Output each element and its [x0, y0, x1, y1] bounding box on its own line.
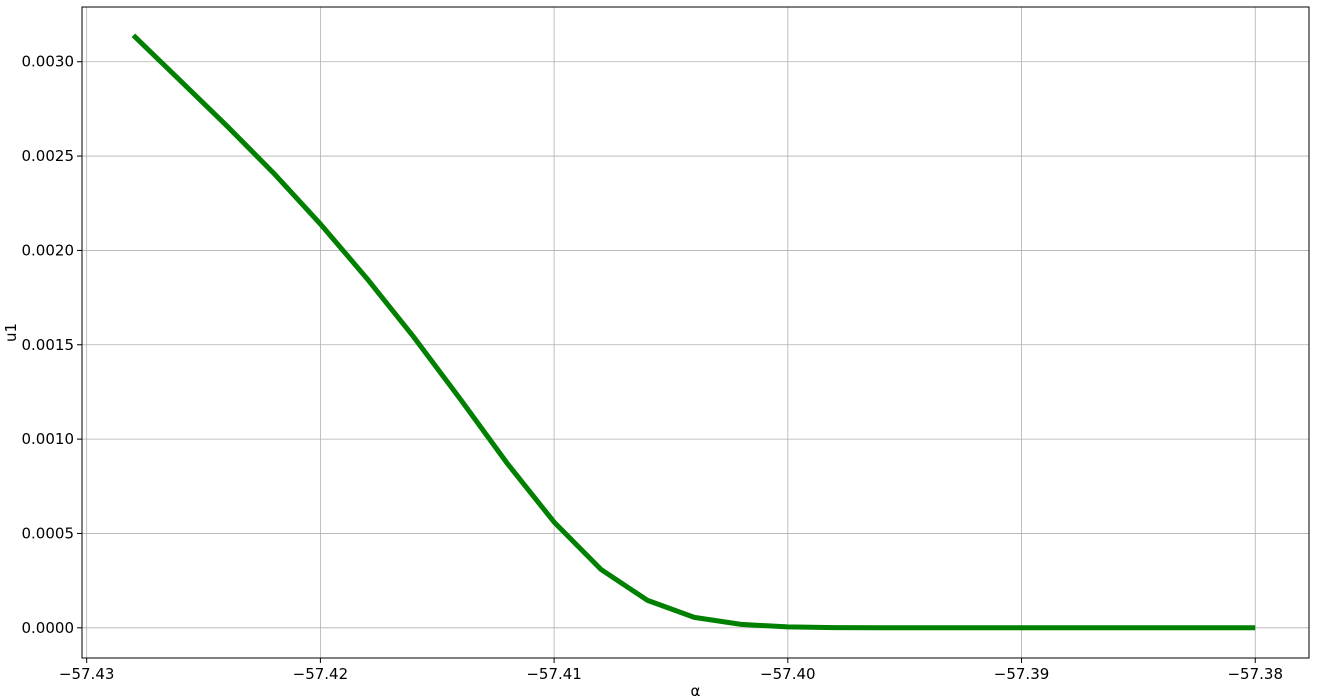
y-tick-label: 0.0025: [22, 147, 75, 165]
x-tick-label: −57.39: [994, 665, 1050, 683]
x-tick-label: −57.41: [526, 665, 582, 683]
y-tick-label: 0.0000: [22, 619, 75, 637]
series-layer: [131, 33, 1256, 631]
x-tick-label: −57.38: [1227, 665, 1283, 683]
y-tick-label: 0.0005: [22, 524, 75, 542]
x-axis-ticks: −57.43 −57.42 −57.41 −57.40 −57.39 −57.38: [59, 658, 1283, 683]
y-tick-label: 0.0030: [22, 53, 75, 71]
series-line: [131, 33, 1256, 631]
x-tick-label: −57.40: [760, 665, 816, 683]
y-tick-label: 0.0010: [22, 430, 75, 448]
y-axis-label: u1: [2, 323, 20, 342]
grid-lines: [82, 7, 1309, 658]
x-tick-label: −57.42: [293, 665, 349, 683]
plot-area-frame: [81, 6, 1310, 659]
y-tick-label: 0.0020: [22, 241, 75, 259]
y-axis-ticks: 0.0000 0.0005 0.0010 0.0015 0.0020 0.0025 0.00…: [22, 53, 82, 637]
x-axis-label: α: [691, 682, 701, 700]
x-tick-label: −57.43: [59, 665, 115, 683]
y-tick-label: 0.0015: [22, 336, 75, 354]
